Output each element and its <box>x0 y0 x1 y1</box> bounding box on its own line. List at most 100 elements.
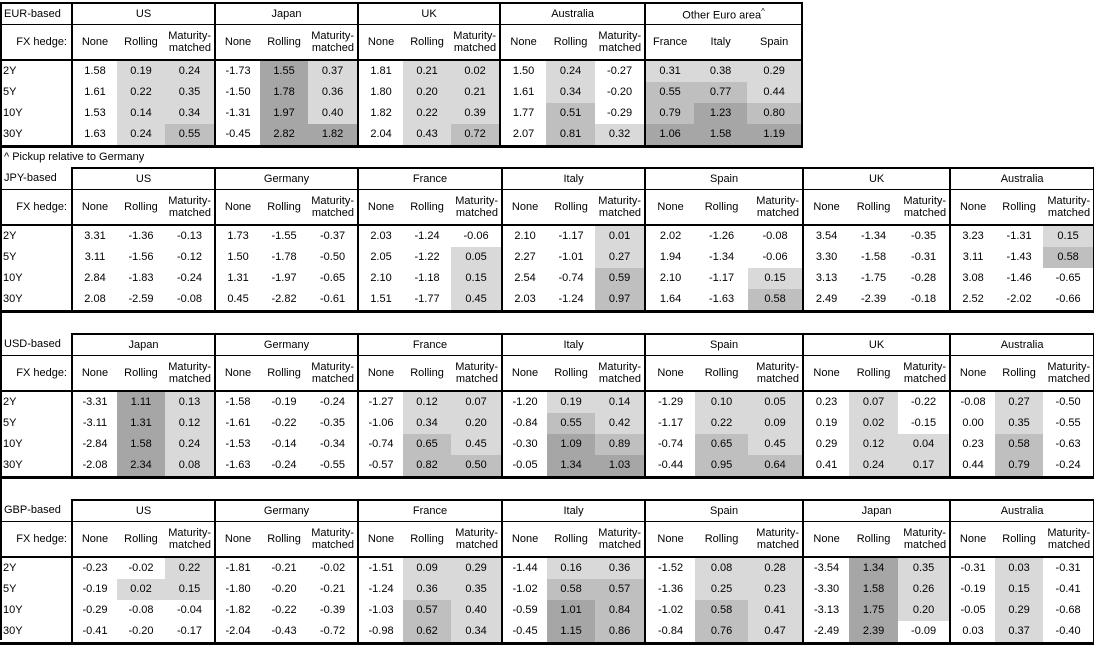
value-cell: -0.20 <box>607 86 633 98</box>
base-label: JPY-based <box>0 168 73 190</box>
value-cell: 2.84 <box>71 268 117 289</box>
value-cell: 0.08 <box>695 557 749 579</box>
value-cell: 0.23 <box>949 434 996 455</box>
subcol-header-rolling: Rolling <box>260 189 309 226</box>
value-cell: -0.23 <box>71 557 117 579</box>
value-cell: -1.17 <box>644 413 696 434</box>
subcol-header-none: None <box>357 521 404 558</box>
value-cell: -0.05 <box>949 600 996 621</box>
value-cell: -0.35 <box>319 417 346 429</box>
value-cell: 3.31 <box>71 225 117 247</box>
value-cell: 0.22 <box>117 82 165 103</box>
value-cell: -0.24 <box>176 272 203 284</box>
value-cell: 2.05 <box>357 247 404 268</box>
tenor-label: 2Y <box>0 557 73 579</box>
value-cell: -0.29 <box>71 600 117 621</box>
value-cell: -0.74 <box>357 434 404 455</box>
value-cell: -1.17 <box>558 230 584 242</box>
subcol-header-none: None <box>501 521 548 558</box>
value-cell: 0.22 <box>403 103 452 124</box>
value-cell: -1.55 <box>271 230 297 242</box>
subcol-header-none: None <box>71 521 117 558</box>
country-header-uk: UK <box>357 2 501 25</box>
country-header-japan: Japan <box>802 499 951 522</box>
value-cell: 2.03 <box>357 225 404 247</box>
value-cell: 0.55 <box>165 124 216 148</box>
value-cell: -0.43 <box>260 621 309 645</box>
value-cell: -0.08 <box>949 391 996 413</box>
value-cell: 0.95 <box>695 455 749 479</box>
value-cell: 0.21 <box>403 60 452 82</box>
country-header-label: Australia <box>551 7 594 20</box>
value-cell: 1.61 <box>499 82 547 103</box>
value-cell: 0.58 <box>748 289 804 313</box>
subcol-header-maturity-matched: Maturity-matched <box>451 24 501 61</box>
value-cell: 1.31 <box>214 268 261 289</box>
value-cell: 0.10 <box>695 391 749 413</box>
subcol-header-rolling: Rolling <box>403 355 452 392</box>
value-cell: -0.30 <box>501 434 548 455</box>
value-cell: 0.29 <box>802 434 850 455</box>
value-cell: 0.03 <box>995 557 1044 579</box>
value-cell: -0.22 <box>271 417 297 429</box>
value-cell: 0.34 <box>451 621 503 645</box>
subcol-header-none: None <box>802 189 850 226</box>
value-cell: -1.17 <box>709 272 735 284</box>
value-cell: -2.02 <box>995 289 1044 313</box>
value-cell: 0.20 <box>898 600 951 621</box>
subcol-header-none: None <box>644 189 696 226</box>
country-header-label: UK <box>868 338 885 351</box>
tenor-label: 2Y <box>0 225 73 247</box>
value-cell: -0.06 <box>762 251 788 263</box>
sheet-left-border <box>0 4 2 640</box>
value-cell: 1.34 <box>849 557 899 579</box>
value-cell: 2.52 <box>949 289 996 313</box>
value-cell: 0.04 <box>898 434 951 455</box>
value-cell: -0.13 <box>176 230 203 242</box>
country-header-label: US <box>135 504 152 517</box>
subcol-header-none: None <box>644 355 696 392</box>
value-cell: -0.66 <box>1043 289 1094 313</box>
value-cell: 1.77 <box>499 103 547 124</box>
country-header-australia: Australia <box>949 499 1094 522</box>
value-cell: 0.00 <box>949 413 996 434</box>
value-cell: 1.81 <box>357 60 404 82</box>
value-cell: -0.37 <box>319 230 346 242</box>
value-cell: 0.05 <box>451 247 503 268</box>
subcol-header-rolling: Rolling <box>995 189 1044 226</box>
value-cell: 0.20 <box>403 82 452 103</box>
country-header-other-euro-area: Other Euro area^ <box>644 2 804 25</box>
value-cell: -1.06 <box>357 413 404 434</box>
value-cell: -1.75 <box>861 272 887 284</box>
subcol-header-none: None <box>949 521 996 558</box>
value-cell: 0.37 <box>308 60 359 82</box>
value-cell: -0.20 <box>271 583 297 595</box>
country-header-germany: Germany <box>214 499 359 522</box>
subcol-header-none: None <box>802 355 850 392</box>
value-cell: 0.37 <box>995 621 1044 645</box>
country-header-label: Spain <box>709 338 739 351</box>
value-cell: -0.59 <box>501 600 548 621</box>
value-cell: -1.31 <box>214 103 261 124</box>
value-cell: 0.79 <box>995 455 1044 479</box>
value-cell: 0.35 <box>995 413 1044 434</box>
subcol-header-rolling: Rolling <box>695 189 749 226</box>
country-header-label: Germany <box>263 172 310 185</box>
country-header-label: France <box>412 172 448 185</box>
value-cell: -1.24 <box>357 579 404 600</box>
subcol-header-none: None <box>214 521 261 558</box>
subcol-header-none: None <box>499 24 547 61</box>
value-cell: 0.77 <box>694 82 748 103</box>
subcol-header-maturity-matched: Maturity-matched <box>898 189 951 226</box>
value-cell: 0.58 <box>547 579 596 600</box>
subcol-header-maturity-matched: Maturity-matched <box>165 355 216 392</box>
value-cell: -0.24 <box>260 455 309 479</box>
value-cell: -0.19 <box>949 579 996 600</box>
value-cell: -2.84 <box>71 434 117 455</box>
value-cell: -0.45 <box>214 124 261 148</box>
value-cell: 0.58 <box>1043 247 1094 268</box>
value-cell: 0.43 <box>403 124 452 148</box>
country-header-germany: Germany <box>214 167 359 190</box>
fx-hedge-label: FX hedge: <box>0 355 73 392</box>
value-cell: 1.58 <box>694 124 748 148</box>
